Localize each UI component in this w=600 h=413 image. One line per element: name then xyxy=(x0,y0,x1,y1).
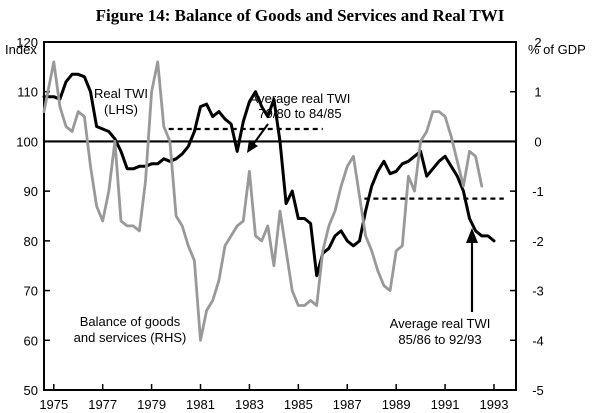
left-axis-tick-label: 90 xyxy=(24,184,38,199)
x-axis-tick-label: 1979 xyxy=(137,397,166,412)
plot-area: 50 60 70 80 90 100 110 120 -5 -4 -3 -2 -1 0 1 2 1975 1977… xyxy=(16,35,543,412)
left-axis-tick-label: 120 xyxy=(16,35,38,50)
annotation-balance-line1: Balance of goods xyxy=(80,314,181,329)
avg1-leader-line xyxy=(251,123,269,147)
annotation-avg1-line1: Average real TWI xyxy=(250,91,351,106)
right-axis-tick-label: -5 xyxy=(532,383,544,398)
annotation-twi-line1: Real TWI xyxy=(94,86,148,101)
x-axis-tick-label: 1989 xyxy=(382,397,411,412)
plot-frame xyxy=(43,41,517,391)
x-axis-tick-label: 1983 xyxy=(235,397,264,412)
left-axis-tick-label: 110 xyxy=(17,85,38,100)
right-axis-tick-label: 2 xyxy=(534,35,541,50)
x-axis-tick-label: 1975 xyxy=(39,397,68,412)
annotation-avg2-line1: Average real TWI xyxy=(390,316,491,331)
annotation-twi-line2: (LHS) xyxy=(104,102,138,117)
right-axis-tick-label: 1 xyxy=(534,85,541,100)
chart-title: Figure 14: Balance of Goods and Services… xyxy=(96,6,505,25)
left-axis-unit-label: Index xyxy=(5,42,37,57)
x-axis-tick-label: 1987 xyxy=(333,397,362,412)
right-axis-tick-label: -2 xyxy=(532,234,544,249)
x-axis-tick-label: 1993 xyxy=(480,397,509,412)
x-axis-tick-label: 1977 xyxy=(88,397,117,412)
left-axis-tick-label: 60 xyxy=(24,333,38,348)
avg2-arrowhead xyxy=(466,228,478,243)
x-axis-tick-label: 1991 xyxy=(431,397,460,412)
x-axis-tick-label: 1981 xyxy=(186,397,215,412)
right-axis-tick-label: -1 xyxy=(532,184,544,199)
left-axis-tick-label: 100 xyxy=(16,134,38,149)
right-axis-tick-label: -4 xyxy=(532,333,544,348)
annotation-balance-line2: and services (RHS) xyxy=(74,330,187,345)
left-axis-tick-label: 70 xyxy=(24,284,38,299)
left-axis-tick-label: 80 xyxy=(24,234,38,249)
right-axis-tick-label: -3 xyxy=(532,284,544,299)
annotation-avg2-line2: 85/86 to 92/93 xyxy=(398,332,481,347)
avg1-arrowhead xyxy=(247,140,258,153)
x-axis-tick-label: 1985 xyxy=(284,397,313,412)
left-axis-tick-label: 50 xyxy=(24,383,38,398)
right-axis-tick-label: 0 xyxy=(534,134,541,149)
annotation-avg1-line2: 79/80 to 84/85 xyxy=(258,106,341,121)
right-axis-unit-label: % of GDP xyxy=(528,42,586,57)
balance-line xyxy=(42,60,484,342)
